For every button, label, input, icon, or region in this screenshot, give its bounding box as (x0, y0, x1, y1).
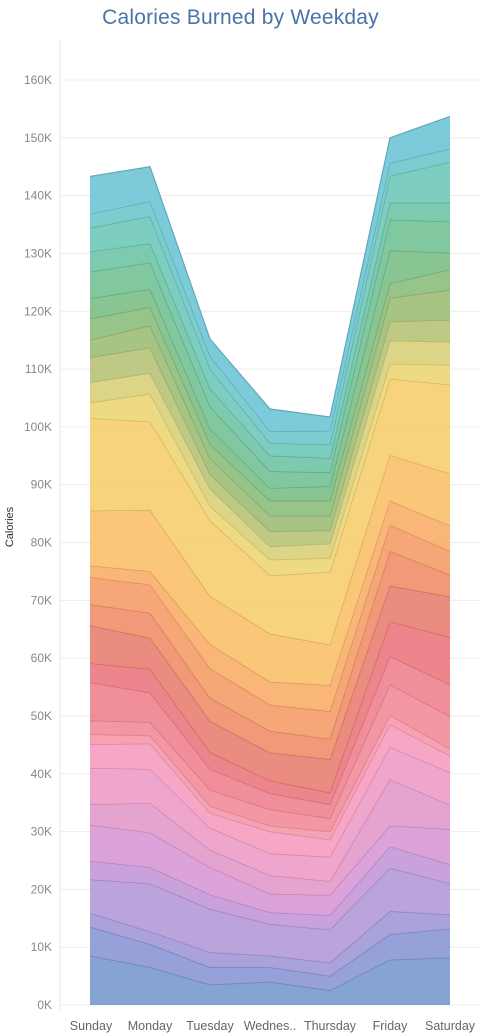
area-band-4[interactable] (90, 868, 450, 963)
y-tick-label: 130K (24, 246, 52, 260)
area-band-3[interactable] (90, 911, 450, 977)
x-tick-label: Wednes.. (244, 1019, 297, 1033)
y-tick-label: 110K (25, 362, 52, 376)
area-band-28[interactable] (90, 162, 450, 459)
y-tick-label: 120K (24, 304, 52, 318)
area-band-11[interactable] (90, 684, 450, 832)
area-band-18[interactable] (90, 455, 450, 686)
y-tick-label: 10K (31, 940, 52, 954)
area-line-30 (89, 115, 451, 418)
y-tick-label: 140K (24, 189, 52, 203)
y-tick-label: 70K (31, 593, 52, 607)
y-axis-ticks: 0K 10K 20K 30K 40K 50K 60K 70K 80K 90K 100K 110K 120… (24, 73, 52, 1012)
y-tick-label: 90K (31, 478, 52, 492)
area-band-25[interactable] (90, 250, 450, 501)
area-band-24[interactable] (90, 269, 450, 516)
y-tick-label: 60K (31, 651, 52, 665)
y-tick-label: 30K (31, 825, 52, 839)
area-band-26[interactable] (90, 219, 450, 489)
area-band-9[interactable] (90, 724, 450, 857)
area-band-2[interactable] (90, 927, 450, 991)
area-band-13[interactable] (90, 621, 450, 805)
x-tick-label: Saturday (425, 1019, 476, 1033)
y-tick-label: 20K (31, 882, 52, 896)
y-tick-label: 40K (31, 767, 52, 781)
y-tick-label: 0K (37, 998, 52, 1012)
x-tick-label: Friday (373, 1019, 408, 1033)
area-band-19[interactable] (90, 378, 450, 645)
area-band-8[interactable] (90, 747, 450, 882)
area-band-5[interactable] (90, 846, 450, 930)
area-band-17[interactable] (90, 500, 450, 712)
x-tick-label: Thursday (304, 1019, 357, 1033)
y-tick-label: 150K (24, 131, 52, 145)
area-band-16[interactable] (90, 525, 450, 740)
area-band-1[interactable] (90, 955, 450, 1005)
area-band-21[interactable] (90, 340, 450, 560)
y-tick-label: 160K (24, 73, 52, 87)
area-band-15[interactable] (90, 551, 450, 760)
y-tick-label: 80K (31, 536, 52, 550)
x-tick-label: Monday (128, 1019, 173, 1033)
area-band-12[interactable] (90, 656, 450, 819)
x-tick-label: Tuesday (186, 1019, 234, 1033)
y-tick-label: 50K (31, 709, 52, 723)
area-band-30[interactable] (90, 116, 450, 432)
y-tick-label: 100K (24, 420, 52, 434)
chart-title: Calories Burned by Weekday (102, 6, 379, 29)
area-band-7[interactable] (90, 779, 450, 896)
x-axis-ticks: Sunday Monday Tuesday Wednes.. Thursday Frida… (70, 1019, 476, 1033)
area-band-6[interactable] (90, 825, 450, 916)
area-band-14[interactable] (90, 585, 450, 793)
area-band-23[interactable] (90, 289, 450, 532)
x-tick-label: Sunday (70, 1019, 113, 1033)
stacked-areas (89, 115, 451, 1005)
